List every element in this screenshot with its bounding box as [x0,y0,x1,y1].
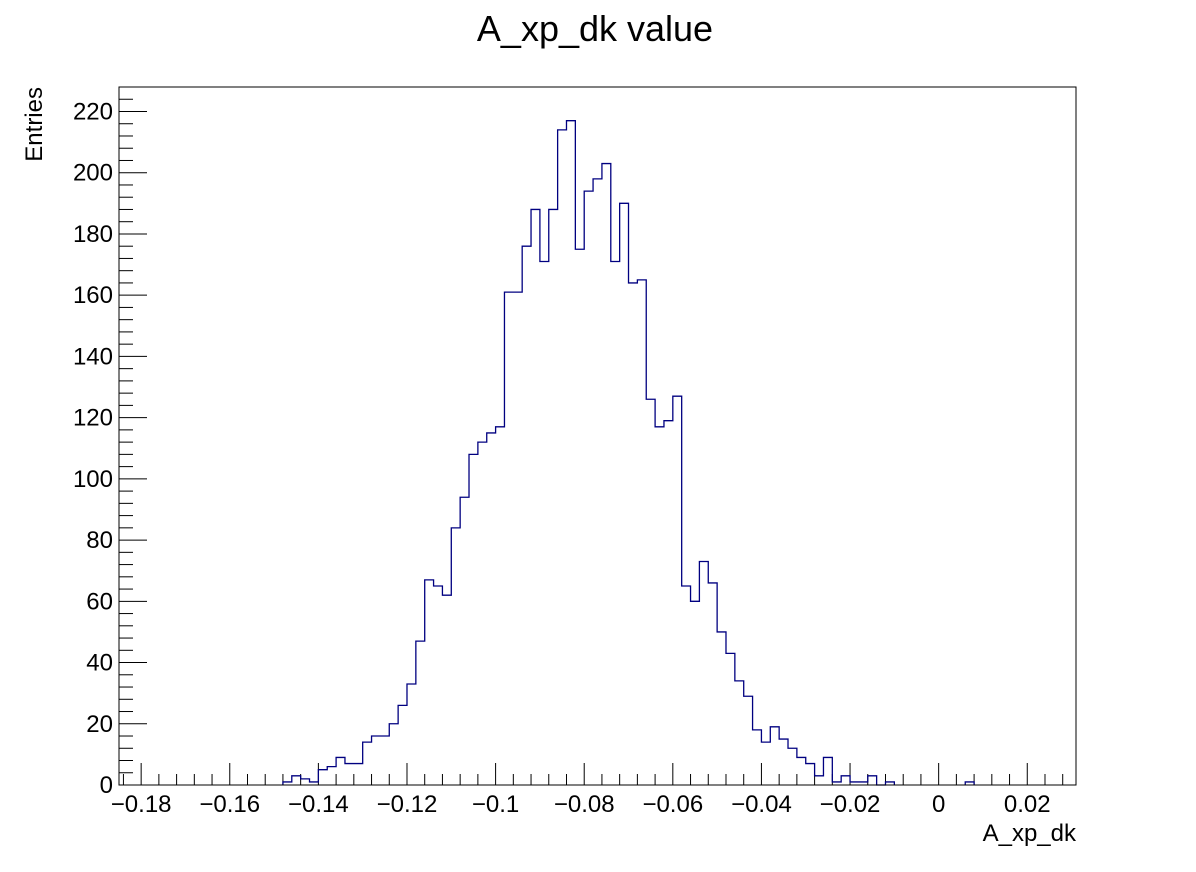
histogram-bin [788,748,797,785]
x-tick-label: 0.02 [1004,791,1051,818]
x-tick-label: −0.04 [731,791,792,818]
histogram-bin [504,292,513,785]
histogram-bin [797,757,806,785]
histogram-bin [522,246,531,785]
chart-title: A_xp_dk value [477,8,713,49]
histogram-bin [531,209,540,785]
y-tick-label: 20 [86,711,113,738]
x-tick-label: −0.1 [472,791,519,818]
histogram-bin [699,562,708,785]
histogram-bin [726,653,735,785]
histogram-bin [566,121,575,785]
histogram-bin [398,705,407,785]
histogram-bin [682,586,691,785]
histogram-bin [584,191,593,785]
histogram-bin [496,427,505,785]
x-tick-label: −0.14 [288,791,349,818]
histogram-bin [425,580,434,785]
x-axis-ticks [122,763,1064,785]
x-tick-label: −0.06 [642,791,703,818]
histogram-bin [593,179,602,785]
histogram-bin [558,130,567,785]
y-tick-label: 120 [73,405,113,432]
x-tick-label: −0.02 [820,791,881,818]
histogram-bin [336,757,345,785]
histogram-bin [434,586,443,785]
y-tick-label: 40 [86,650,113,677]
y-tick-label: 160 [73,282,113,309]
y-axis-ticks [119,86,147,786]
histogram-bin [806,764,815,785]
x-tick-label: −0.18 [111,791,172,818]
histogram-bin [354,764,363,785]
histogram-bin [691,601,700,785]
histogram-bin [318,770,327,785]
plot-frame [118,86,1077,786]
histogram-bin [442,595,451,785]
y-tick-label: 0 [100,772,113,799]
histogram-bin [815,776,824,785]
histogram-bin [673,396,682,785]
y-tick-label: 140 [73,343,113,370]
histogram-bin [301,779,310,785]
histogram-bin [407,684,416,785]
histogram-bin [823,757,832,785]
histogram-bin [735,681,744,785]
histogram-bin [629,283,638,785]
histogram-bin [416,641,425,785]
y-tick-label: 220 [73,98,113,125]
x-tick-label: −0.12 [377,791,438,818]
histogram-bin [487,433,496,785]
y-tick-label: 80 [86,527,113,554]
x-tick-label: −0.08 [554,791,615,818]
histogram-bin [602,164,611,785]
histogram-bin [779,739,788,785]
x-axis-label: A_xp_dk [983,820,1077,847]
histogram-bin [513,292,522,785]
histogram-bin [761,742,770,785]
histogram-bin [708,583,717,785]
histogram-bin [327,767,336,785]
x-axis-tick-labels: −0.18 −0.16 −0.14 −0.12 −0.1 −0.08 −0.06 −0.04 −… [111,791,1051,818]
histogram-bin [549,209,558,785]
x-tick-label: 0 [932,791,945,818]
histogram-bin [292,776,301,785]
histogram-bin [540,262,549,786]
histogram-bin [389,724,398,785]
histogram-bin [451,528,460,785]
histogram-bin [717,632,726,785]
histogram-bin [770,727,779,785]
histogram-bin [620,203,629,785]
histogram-bin [611,262,620,786]
histogram-bin [841,776,850,785]
histogram-bin [868,776,877,785]
y-tick-label: 180 [73,221,113,248]
x-tick-label: −0.16 [199,791,260,818]
histogram-outline [282,120,975,786]
histogram-bin [345,764,354,785]
histogram-bin [363,742,372,785]
histogram-bin [637,280,646,785]
y-tick-label: 200 [73,160,113,187]
histogram-bin [646,399,655,785]
histogram-bin [753,730,762,785]
y-axis-label: Entries [21,87,48,162]
histogram-bin [655,427,664,785]
histogram-bin [469,454,478,785]
y-tick-label: 60 [86,588,113,615]
histogram-bin [744,696,753,785]
y-tick-label: 100 [73,466,113,493]
y-axis-tick-labels: 0 20 40 60 80 100 120 140 160 180 200 220 [73,98,113,799]
histogram-bin [380,736,389,785]
histogram-bin [478,442,487,785]
histogram-bin [664,421,673,785]
histogram-bin [460,497,469,785]
histogram-bin [575,249,584,785]
histogram-bin [372,736,381,785]
